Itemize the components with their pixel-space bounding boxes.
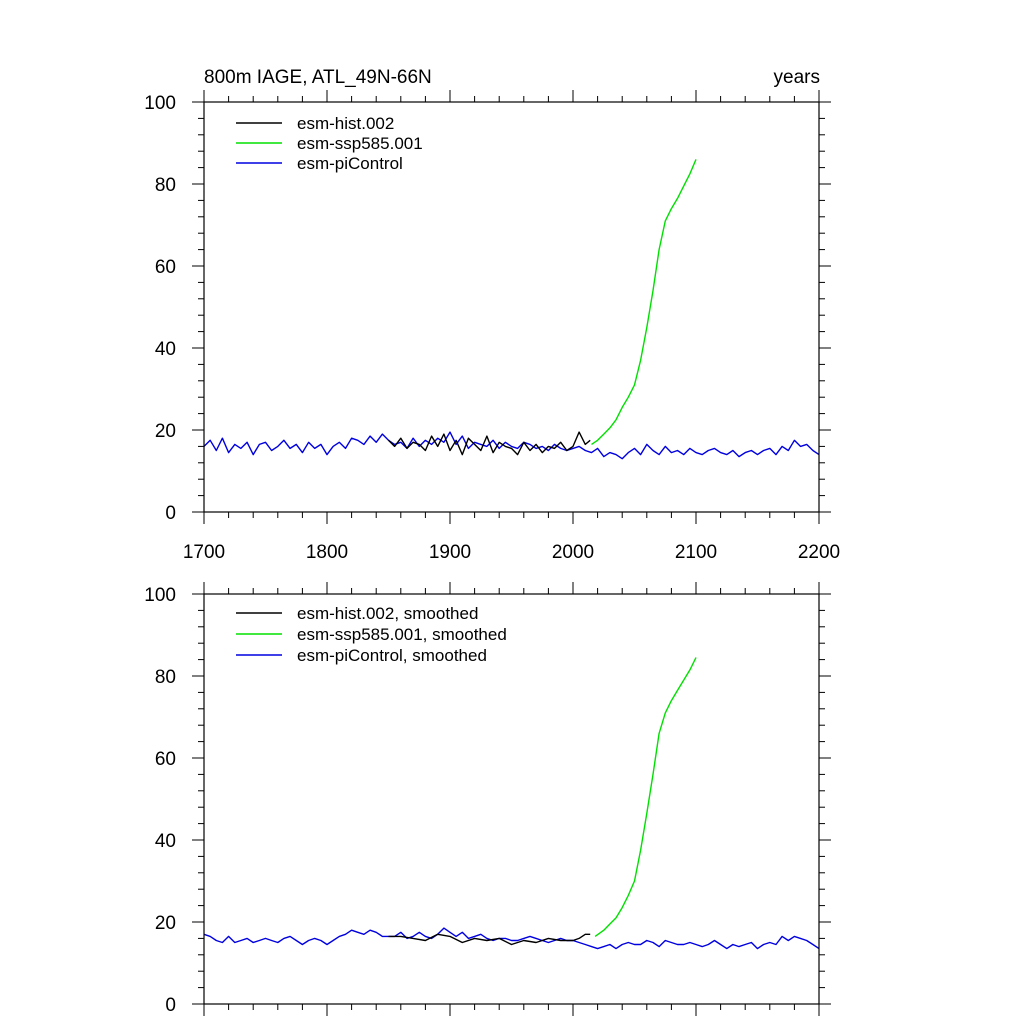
top-y-tick-label: 20 (155, 421, 176, 442)
legend-label-esm-picontrol: esm-piControl (297, 154, 403, 173)
top-chart-series (203, 159, 820, 460)
top-chart-legend: esm-hist.002 esm-ssp585.001 esm-piContro… (236, 114, 423, 173)
bottom-chart-frame (203, 593, 820, 1005)
top-y-tick-label: 100 (144, 93, 176, 114)
top-chart-frame (203, 101, 820, 513)
top-chart-tick-labels: 1700 1800 1900 2000 2100 2200 0 20 40 60 80 100 (144, 93, 840, 563)
bottom-chart-ticks (192, 582, 831, 1016)
legend-label-esm-picontrol-smoothed: esm-piControl, smoothed (297, 646, 487, 665)
bottom-chart-tick-labels: 0 20 40 60 80 100 (144, 585, 176, 1016)
bottom-y-tick-label: 100 (144, 585, 176, 606)
legend-label-esm-ssp585-smoothed: esm-ssp585.001, smoothed (297, 625, 507, 644)
bottom-series-line-esm-hist-smoothed (388, 933, 591, 946)
bottom-y-tick-label: 0 (165, 995, 176, 1016)
top-x-tick-label: 2100 (675, 542, 717, 563)
top-x-tick-label: 1700 (183, 542, 225, 563)
top-chart-title: 800m IAGE, ATL_49N-66N (204, 67, 432, 88)
top-x-tick-label: 2000 (552, 542, 594, 563)
bottom-y-tick-label: 80 (155, 667, 176, 688)
top-y-tick-label: 80 (155, 175, 176, 196)
bottom-chart: 0 20 40 60 80 100 esm-hist.002, smoothed esm-… (144, 582, 831, 1016)
bottom-y-tick-label: 40 (155, 831, 176, 852)
bottom-y-tick-label: 60 (155, 749, 176, 770)
bottom-y-tick-label: 20 (155, 913, 176, 934)
top-series-line-esm-hist (388, 431, 591, 456)
top-series-line-esm-ssp585 (591, 159, 697, 445)
top-chart: 800m IAGE, ATL_49N-66N years 1700 1800 190… (144, 67, 840, 563)
top-y-tick-label: 60 (155, 257, 176, 278)
top-x-tick-label: 2200 (798, 542, 840, 563)
legend-label-esm-hist: esm-hist.002 (297, 114, 394, 133)
top-x-tick-label: 1900 (429, 542, 471, 563)
bottom-series-line-esm-picontrol-smoothed (203, 927, 820, 950)
top-chart-ticks (192, 90, 831, 524)
legend-label-esm-ssp585: esm-ssp585.001 (297, 134, 423, 153)
bottom-chart-legend: esm-hist.002, smoothed esm-ssp585.001, s… (236, 604, 507, 665)
top-y-tick-label: 0 (165, 503, 176, 524)
bottom-chart-series (203, 657, 820, 950)
bottom-series-line-esm-ssp585-smoothed (594, 657, 697, 937)
top-x-tick-label: 1800 (306, 542, 348, 563)
top-y-tick-label: 40 (155, 339, 176, 360)
top-series-line-esm-picontrol (203, 431, 820, 460)
top-chart-units: years (774, 67, 820, 88)
legend-label-esm-hist-smoothed: esm-hist.002, smoothed (297, 604, 478, 623)
